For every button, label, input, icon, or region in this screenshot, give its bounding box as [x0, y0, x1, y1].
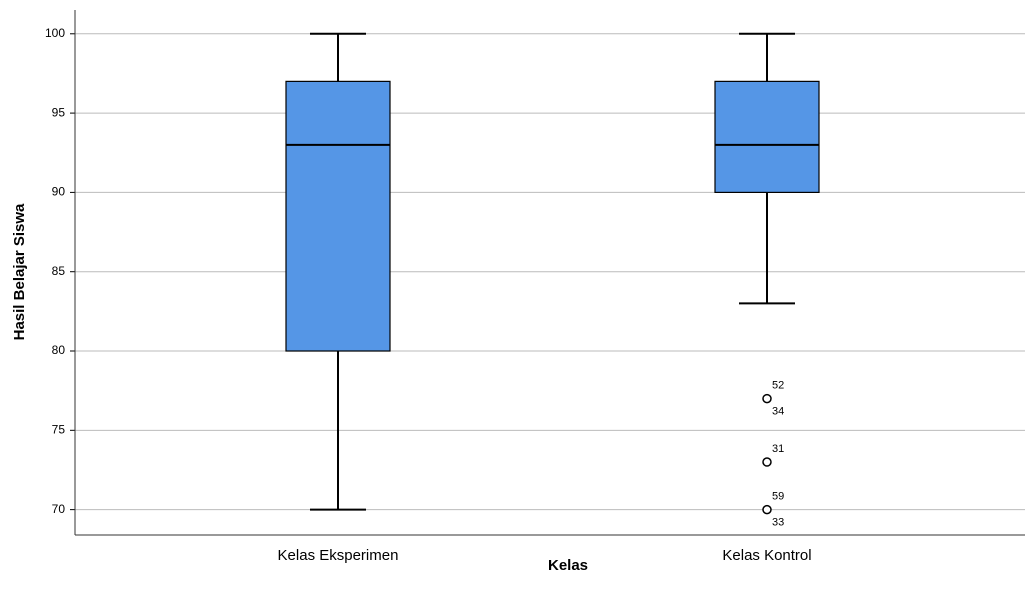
y-axis-label: Hasil Belajar Siswa [11, 203, 28, 340]
outlier-label: 34 [772, 406, 784, 418]
y-tick-label: 95 [52, 105, 66, 119]
y-tick-label: 90 [52, 185, 66, 199]
y-tick-label: 100 [45, 26, 65, 40]
y-tick-label: 80 [52, 343, 66, 357]
box [286, 81, 390, 351]
y-tick-label: 75 [52, 422, 66, 436]
x-axis-label: Kelas [548, 557, 588, 574]
x-tick-label: Kelas Kontrol [722, 547, 811, 564]
y-tick-label: 85 [52, 264, 66, 278]
y-tick-label: 70 [52, 502, 66, 516]
outlier-label: 31 [772, 443, 784, 455]
outlier [763, 506, 771, 514]
outlier [763, 395, 771, 403]
chart: Kelas Hasil Belajar Siswa 70 75 80 85 90 95 10… [0, 0, 1025, 610]
x-tick-label: Kelas Eksperimen [278, 547, 399, 564]
outlier [763, 458, 771, 466]
outlier-label: 59 [772, 491, 784, 503]
outlier-label: 52 [772, 380, 784, 392]
outlier-label: 33 [772, 517, 784, 529]
box [715, 81, 819, 192]
page: Kelas Hasil Belajar Siswa 70 75 80 85 90 95 10… [0, 0, 1025, 610]
